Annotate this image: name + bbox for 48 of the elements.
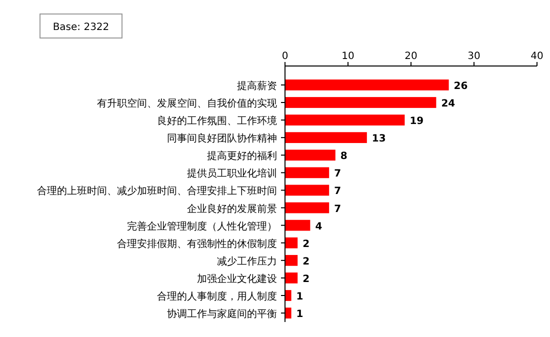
y-tick-label: 提供员工职业化培训 (187, 168, 277, 180)
data-label: 2 (302, 256, 310, 268)
y-tick-label: 提高薪资 (237, 80, 277, 92)
y-tick-label: 合理的人事制度，用人制度 (157, 290, 277, 303)
bar (285, 97, 436, 108)
y-tick-label: 有升职空间、发展空间、自我价值的实现 (97, 97, 277, 110)
data-label: 7 (334, 204, 342, 215)
data-label: 7 (334, 168, 342, 180)
y-tick-label: 同事间良好团队协作精神 (167, 132, 277, 145)
y-tick-label: 合理安排假期、有强制性的休假制度 (117, 238, 277, 250)
data-label: 2 (302, 274, 310, 285)
x-tick-label: 0 (282, 51, 288, 62)
x-tick-label: 20 (404, 51, 418, 62)
bar (285, 237, 298, 248)
text: Base: 2322 (52, 22, 110, 33)
bar (285, 150, 336, 161)
bar (285, 114, 405, 126)
bar (285, 80, 449, 90)
y-tick-label: 合理的上班时间、减少加班时间、合理安排上下班时间 (37, 185, 277, 198)
data-label: 1 (296, 292, 304, 303)
bar (285, 308, 292, 318)
y-tick-label: 良好的工作氛围、工作环境 (157, 115, 277, 128)
data-label: 8 (340, 151, 348, 162)
data-label: 2 (302, 238, 310, 250)
data-label: 1 (296, 309, 304, 320)
bar (285, 202, 330, 214)
bar (285, 290, 292, 301)
data-label: 4 (315, 221, 322, 232)
x-tick-label: 40 (530, 51, 544, 62)
bar (285, 132, 367, 144)
y-tick-label: 减少工作压力 (217, 255, 277, 268)
bar (285, 167, 330, 178)
bar (285, 254, 298, 266)
data-label: 24 (441, 98, 456, 110)
data-label: 7 (334, 186, 342, 198)
bar (285, 184, 330, 196)
x-tick-label: 10 (342, 51, 354, 62)
y-tick-label: 完善企业管理制度（人性化管理） (127, 220, 277, 232)
y-tick-label: 提高更好的福利 (207, 150, 277, 162)
data-label: 26 (454, 80, 468, 92)
x-tick-label: 30 (468, 51, 480, 62)
bar (285, 272, 298, 284)
y-tick-label: 加强企业文化建设 (197, 272, 277, 285)
data-label: 13 (372, 134, 386, 145)
y-tick-label: 协调工作与家庭间的平衡 (167, 308, 277, 320)
y-tick-label: 企业良好的发展前景 (187, 202, 277, 215)
bar (285, 220, 310, 231)
data-label: 19 (410, 116, 424, 128)
